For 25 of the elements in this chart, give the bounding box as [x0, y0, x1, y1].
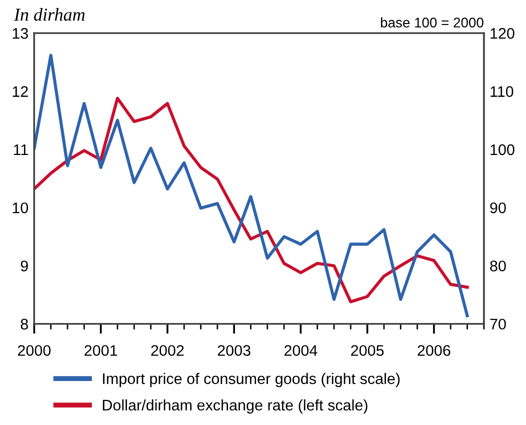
- y-tick-label: 13: [12, 28, 28, 39]
- x-tick-label: 2001: [84, 345, 118, 356]
- y2-tick-label: 100: [490, 144, 514, 156]
- x-tick-label: 2000: [18, 345, 51, 356]
- y2-tick-label: 120: [490, 28, 514, 39]
- legend-label: Import price of consumer goods (right scale): [103, 372, 400, 388]
- line-series: [34, 54, 469, 318]
- y-tick-label: 12: [12, 86, 28, 97]
- y-tick-label: 11: [14, 144, 28, 155]
- y2-tick-label: 90: [490, 202, 506, 214]
- x-tick-label: 2002: [151, 345, 184, 356]
- x-tick-label: 2003: [218, 345, 250, 356]
- x-tick-label: 2004: [284, 345, 318, 356]
- y-tick-label: 10: [12, 202, 28, 214]
- legend-label: Dollar/dirham exchange rate (left scale): [102, 399, 368, 414]
- y2-axis-title: base 100 = 2000: [380, 17, 484, 28]
- x-tick-label: 2006: [418, 345, 450, 356]
- y-tick-label: 8: [20, 318, 28, 330]
- line-series: [34, 96, 469, 304]
- y-axis-title: In dirham: [14, 8, 85, 21]
- y2-tick-label: 110: [490, 86, 514, 97]
- y2-tick-label: 80: [490, 260, 506, 272]
- y2-tick-label: 70: [490, 318, 506, 330]
- y-tick-label: 9: [20, 260, 28, 272]
- x-tick-label: 2005: [351, 345, 384, 356]
